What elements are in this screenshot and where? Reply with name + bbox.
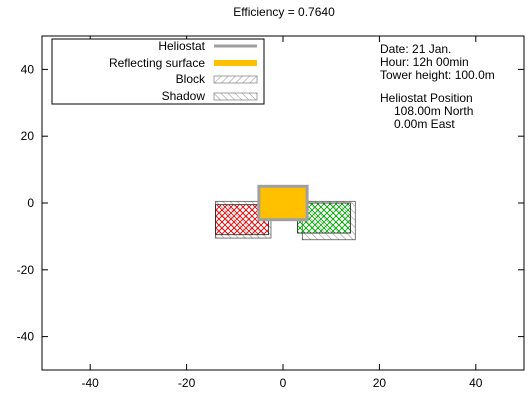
info-tower-height: Tower height: 100.0m: [380, 68, 495, 82]
y-tick-label: 20: [21, 129, 35, 143]
y-tick-label: 40: [21, 62, 35, 76]
x-tick-label: 20: [373, 376, 387, 390]
x-tick-label: -40: [82, 376, 100, 390]
info-position-east: 0.00m East: [394, 117, 455, 131]
y-tick-label: -20: [17, 263, 35, 277]
y-tick-label: 0: [27, 196, 34, 210]
legend-label-block: Block: [176, 72, 206, 86]
plot-marks: [215, 184, 356, 241]
legend-label-shadow: Shadow: [162, 89, 206, 103]
legend-swatch-reflecting-surface: [214, 60, 257, 66]
x-tick-label: 40: [469, 376, 483, 390]
reflecting-surface: [258, 186, 308, 220]
chart-title: Efficiency = 0.7640: [233, 5, 335, 19]
axis-ticks: -40 -20 0 20 40 -40 -20 0 20 40: [17, 36, 524, 390]
legend: Heliostat Reflecting surface Block Shado…: [51, 38, 265, 105]
info-annotation: Date: 21 Jan. Hour: 12h 00min Tower heig…: [380, 42, 495, 131]
legend-label-reflecting-surface: Reflecting surface: [109, 56, 205, 70]
info-position-north: 108.00m North: [394, 104, 473, 118]
heliostat-outline: [257, 184, 309, 222]
y-tick-label: -40: [17, 330, 35, 344]
info-position-title: Heliostat Position: [380, 91, 473, 105]
x-tick-label: 0: [280, 376, 287, 390]
info-hour: Hour: 12h 00min: [380, 55, 469, 69]
legend-label-heliostat: Heliostat: [158, 39, 205, 53]
legend-swatch-block: [213, 75, 258, 84]
info-date: Date: 21 Jan.: [380, 42, 451, 56]
x-tick-label: -20: [178, 376, 196, 390]
legend-swatch-shadow: [213, 92, 258, 101]
